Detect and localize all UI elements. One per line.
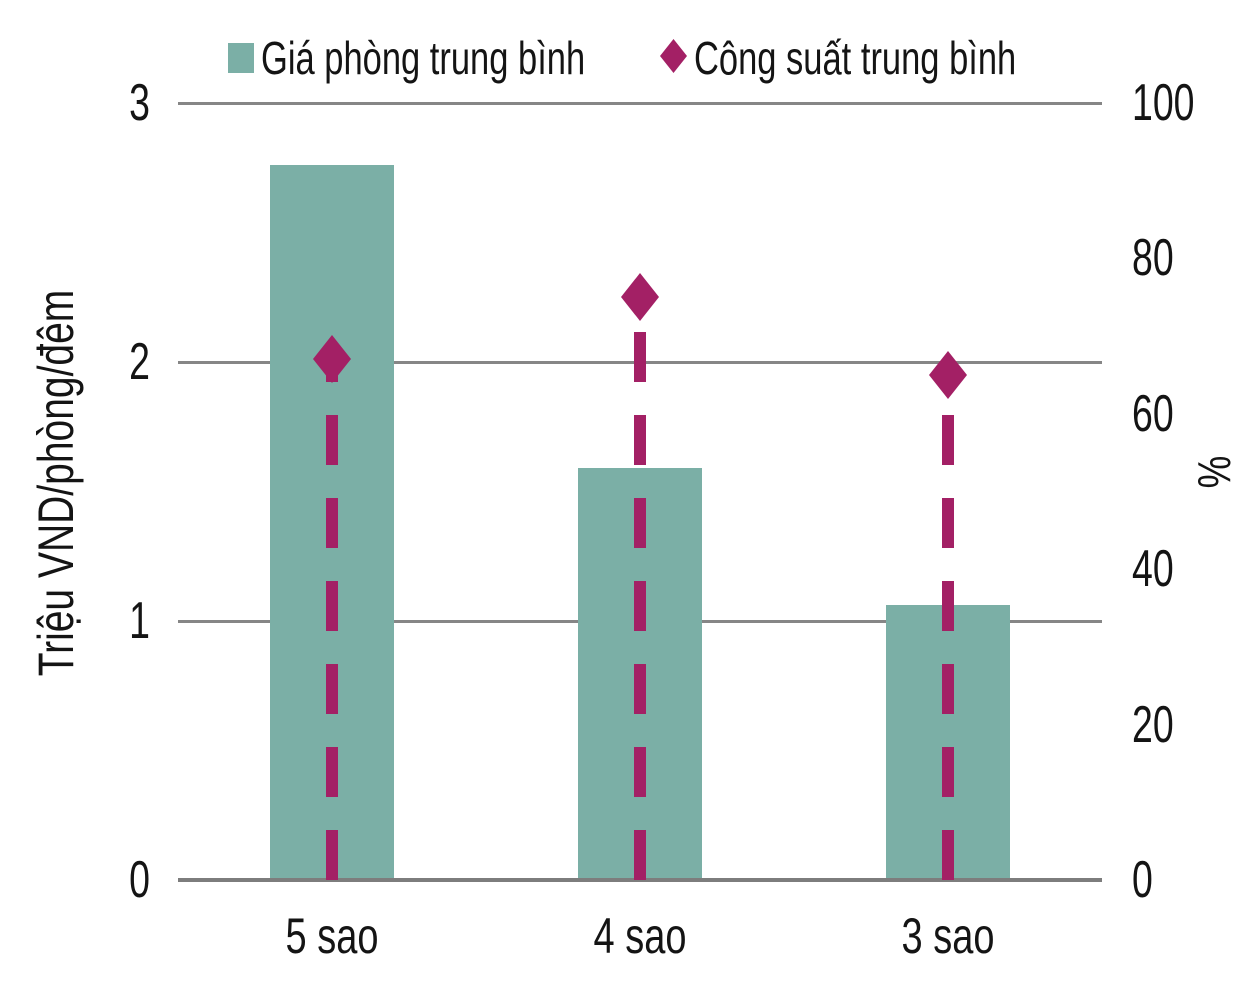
occupancy-diamond-3-sao	[929, 350, 967, 399]
left-axis-tick-label: 1	[129, 592, 150, 650]
left-axis-tick-label: 2	[129, 333, 150, 391]
right-axis-tick-label: 80	[1132, 229, 1174, 288]
legend-label-room-price: Giá phòng trung bình	[261, 32, 586, 84]
diamond-marker-icon	[660, 38, 687, 78]
category-label-3-sao: 3 sao	[901, 908, 995, 964]
category-label-4-sao: 4 sao	[593, 908, 687, 964]
occupancy-stem-4-sao	[634, 297, 646, 880]
right-axis-tick-label: 0	[1132, 851, 1153, 909]
category-label-5-sao: 5 sao	[285, 908, 379, 964]
occupancy-stem-5-sao	[326, 359, 338, 880]
left-axis-tick-label: 3	[129, 74, 150, 132]
gridline	[178, 101, 1102, 105]
legend-item-occupancy: Công suất trung bình	[660, 28, 1124, 88]
right-axis-tick-label: 40	[1132, 540, 1174, 599]
right-axis-tick-label: 20	[1132, 695, 1174, 754]
occupancy-diamond-4-sao	[621, 273, 659, 322]
legend-label-occupancy: Công suất trung bình	[694, 32, 1017, 84]
left-axis-title: Triệu VND/phòng/đêm	[28, 289, 84, 677]
right-axis-title: %	[1188, 455, 1240, 489]
occupancy-diamond-5-sao	[313, 335, 351, 384]
occupancy-stem-3-sao	[942, 374, 954, 880]
legend-item-room-price: Giá phòng trung bình	[228, 28, 693, 88]
bar-series-swatch-icon	[228, 43, 254, 73]
right-axis-tick-label: 100	[1132, 74, 1195, 132]
right-axis-tick-label: 60	[1132, 384, 1174, 443]
x-axis-baseline	[178, 878, 1102, 882]
left-axis-tick-label: 0	[129, 851, 150, 909]
